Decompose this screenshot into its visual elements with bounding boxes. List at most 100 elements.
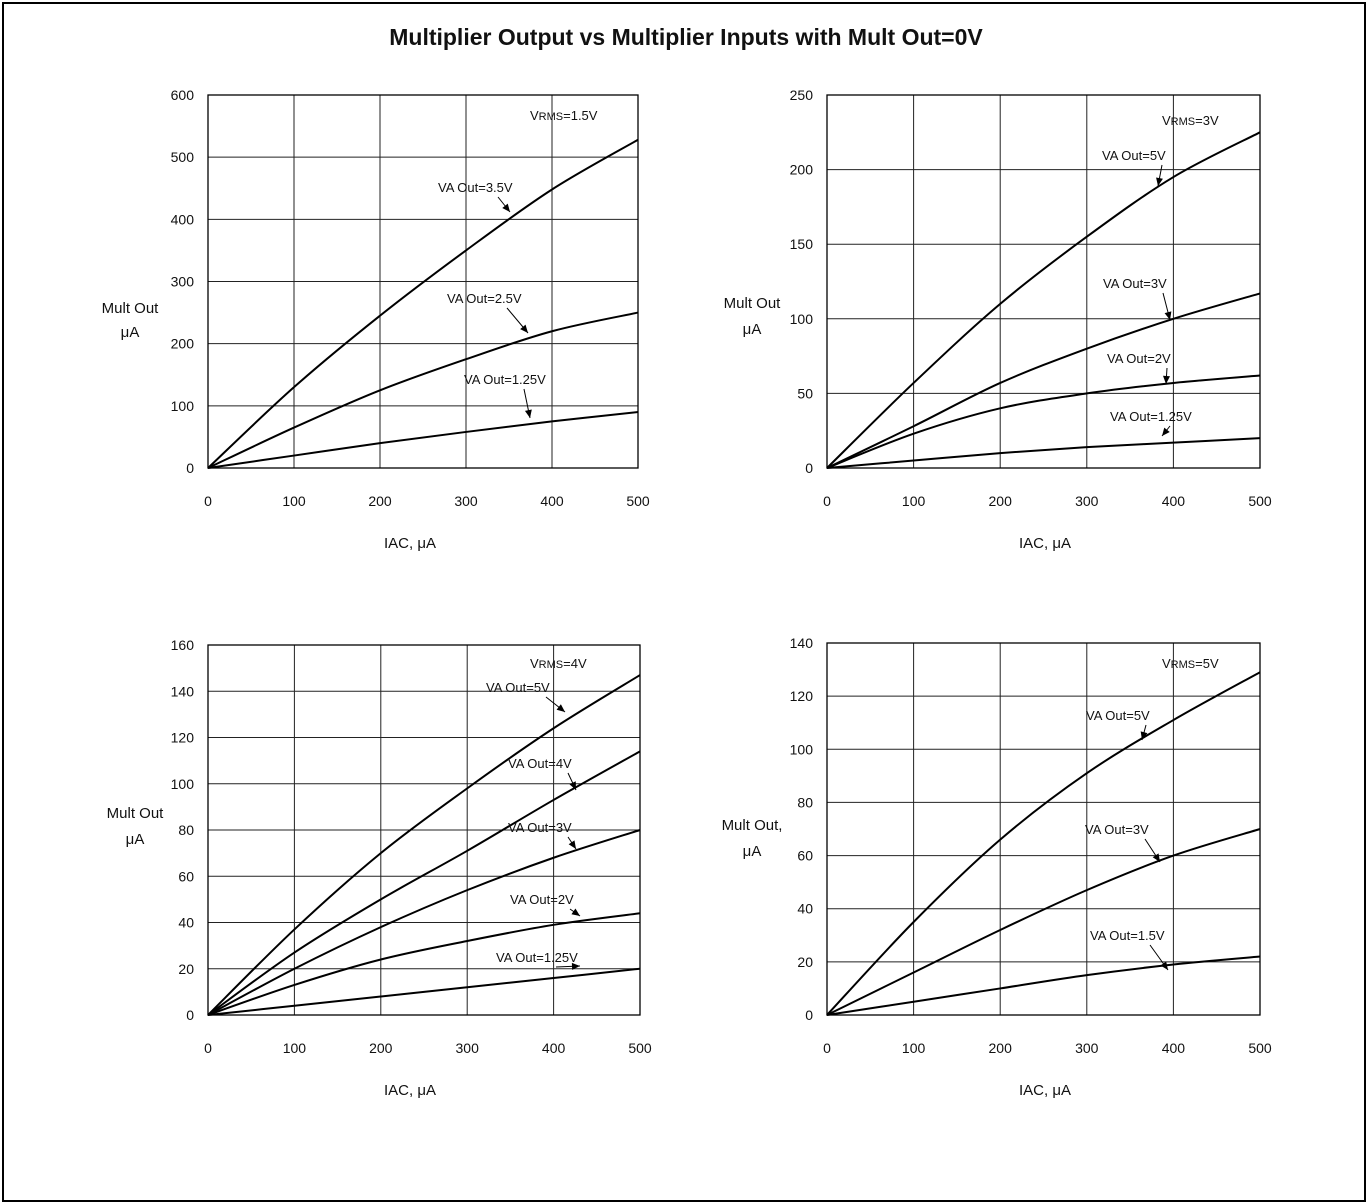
arrow-head-icon [568, 840, 576, 849]
y-tick-label: 200 [790, 162, 814, 178]
x-tick-label: 400 [540, 493, 564, 509]
arrow-head-icon [1164, 311, 1172, 320]
x-tick-label: 500 [1248, 493, 1272, 509]
condition-label: VRMS=4V [530, 656, 587, 671]
y-tick-label: 80 [178, 822, 194, 838]
y-tick-label: 0 [186, 1007, 194, 1023]
x-tick-label: 500 [628, 1040, 652, 1056]
series-line-4 [826, 437, 1261, 469]
x-tick-label: 400 [1162, 493, 1186, 509]
series-label: VA Out=3V [1103, 276, 1167, 291]
series-label: VA Out=1.5V [1090, 928, 1165, 943]
arrow-head-icon [1140, 731, 1148, 740]
plot-border [826, 642, 1261, 1016]
series-line-3 [826, 374, 1261, 469]
y-tick-label: 0 [805, 1007, 813, 1023]
series-label: VA Out=5V [1086, 708, 1150, 723]
plot-border [826, 94, 1261, 469]
x-tick-label: 200 [989, 1040, 1013, 1056]
x-tick-label: 400 [1162, 1040, 1186, 1056]
y-tick-label: 500 [171, 149, 195, 165]
x-axis-label: IAC, μA [1019, 1082, 1071, 1099]
x-tick-label: 100 [282, 493, 306, 509]
y-tick-label: 120 [790, 688, 814, 704]
series-label: VA Out=2V [510, 892, 574, 907]
y-tick-label: 60 [178, 868, 194, 884]
y-tick-label: 20 [797, 954, 813, 970]
series-line-1 [207, 138, 639, 469]
series-label: VA Out=3V [1085, 822, 1149, 837]
y-tick-label: 140 [171, 683, 195, 699]
series-line-1 [207, 674, 641, 1016]
series-line-2 [207, 750, 641, 1016]
plot-border [207, 94, 639, 469]
series-line-3 [826, 955, 1261, 1016]
series-label: VA Out=3V [508, 820, 572, 835]
series-line-2 [207, 311, 639, 469]
x-tick-label: 0 [204, 493, 212, 509]
y-tick-label: 60 [797, 848, 813, 864]
y-tick-label: 160 [171, 637, 195, 653]
figure-title: Multiplier Output vs Multiplier Inputs w… [389, 24, 983, 50]
arrow-head-icon [524, 409, 532, 418]
y-tick-label: 250 [790, 87, 814, 103]
y-axis-label: Mult Out, [722, 817, 783, 834]
x-tick-label: 400 [542, 1040, 566, 1056]
y-axis-label: Mult Out [107, 805, 165, 822]
series-line-2 [826, 292, 1261, 469]
x-tick-label: 500 [1248, 1040, 1272, 1056]
x-tick-label: 300 [456, 1040, 480, 1056]
series-line-5 [207, 967, 641, 1016]
y-axis-label: Mult Out [724, 295, 782, 312]
y-tick-label: 100 [790, 741, 814, 757]
x-tick-label: 0 [823, 1040, 831, 1056]
chart-panel-3: 0 100 200 300 400 500 0 20 40 60 80 100 120 140 160 IAC… [107, 637, 652, 1099]
condition-label: VRMS=3V [1162, 113, 1219, 128]
series-line-1 [826, 131, 1261, 469]
series-label: VA Out=1.25V [464, 372, 546, 387]
arrow-head-icon [1162, 427, 1170, 436]
x-tick-label: 300 [454, 493, 478, 509]
arrow-head-icon [571, 908, 580, 916]
x-tick-label: 200 [369, 1040, 393, 1056]
series-label: VA Out=2.5V [447, 291, 522, 306]
x-tick-label: 100 [283, 1040, 307, 1056]
arrow-head-icon [1152, 853, 1160, 862]
x-tick-label: 0 [823, 493, 831, 509]
y-axis-label: μA [743, 321, 762, 338]
arrow-head-icon [571, 962, 580, 970]
series-line-3 [207, 411, 639, 469]
series-line-3 [207, 829, 641, 1016]
y-tick-label: 600 [171, 87, 195, 103]
y-axis-label: μA [743, 843, 762, 860]
y-tick-label: 0 [186, 460, 194, 476]
y-tick-label: 0 [805, 460, 813, 476]
condition-label: VRMS=1.5V [530, 108, 598, 123]
series-line-1 [826, 671, 1261, 1016]
y-tick-label: 400 [171, 211, 195, 227]
x-tick-label: 100 [902, 493, 926, 509]
x-tick-label: 300 [1075, 493, 1099, 509]
arrow-head-icon [1156, 177, 1163, 186]
series-label: VA Out=5V [1102, 148, 1166, 163]
y-axis-label: μA [126, 831, 145, 848]
y-tick-label: 120 [171, 730, 195, 746]
charts-canvas: 0 100 200 300 400 5000100200300400500600IAC, … [102, 87, 1272, 1099]
y-tick-label: 40 [178, 915, 194, 931]
series-label: VA Out=5V [486, 680, 550, 695]
condition-label: VRMS=5V [1162, 656, 1219, 671]
series-label: VA Out=1.25V [1110, 409, 1192, 424]
series-line-2 [826, 828, 1261, 1016]
arrow-head-icon [502, 203, 510, 212]
y-tick-label: 100 [171, 776, 195, 792]
chart-panel-1: 0 100 200 300 400 500 0 100 200 300 400 500 600 IAC, … [102, 87, 650, 552]
y-tick-label: 100 [790, 311, 814, 327]
arrow-head-icon [1163, 375, 1170, 384]
y-axis-label: Mult Out [102, 300, 160, 317]
y-tick-label: 300 [171, 274, 195, 290]
x-tick-label: 200 [368, 493, 392, 509]
x-tick-label: 500 [626, 493, 650, 509]
y-tick-label: 140 [790, 635, 814, 651]
y-tick-label: 40 [797, 901, 813, 917]
arrow-head-icon [569, 781, 576, 790]
